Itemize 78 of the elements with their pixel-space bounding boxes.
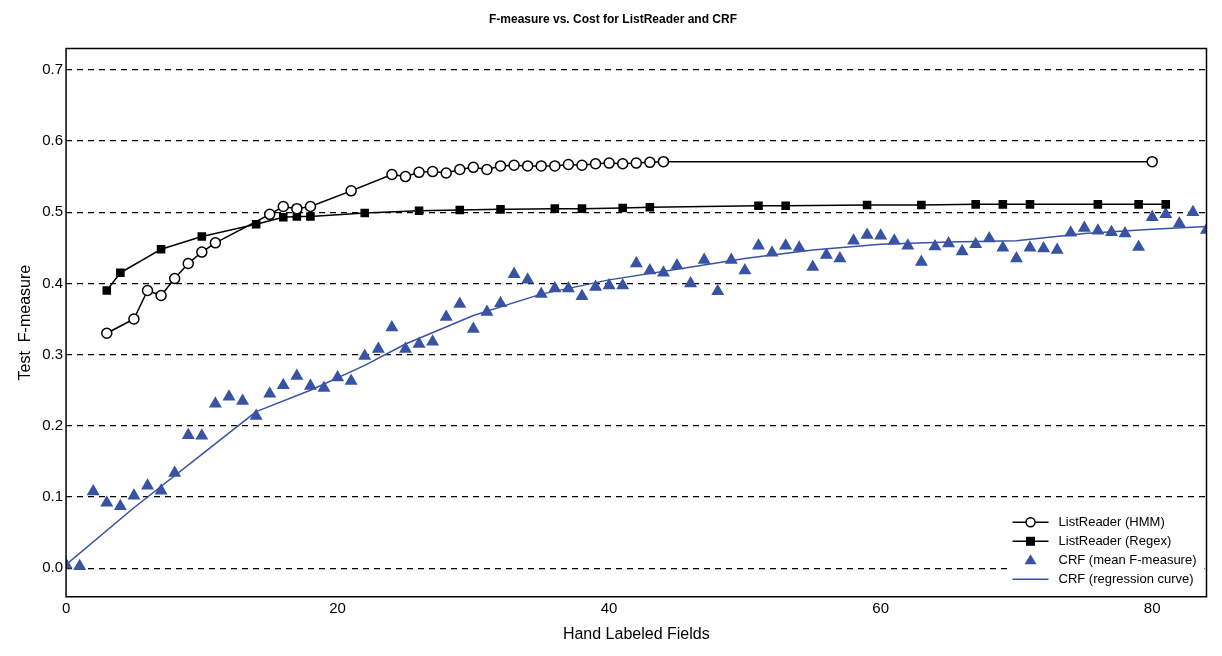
point (155, 289, 167, 302)
point (550, 204, 560, 213)
point (277, 200, 290, 213)
point (345, 185, 357, 197)
point (196, 246, 208, 258)
y-axis-title: Test F-measure (16, 264, 34, 381)
y-tick-label: 0.5 (42, 202, 64, 220)
point (182, 257, 194, 270)
legend-label: CRF (regression curve) (1058, 570, 1194, 586)
point (862, 200, 872, 210)
x-tick-label: 0 (61, 598, 71, 616)
legend-label: CRF (mean F-measure) (1058, 551, 1197, 567)
point (141, 284, 154, 297)
point (754, 201, 763, 211)
point (549, 160, 561, 172)
point (657, 155, 670, 168)
y-tick-label: 0.7 (42, 59, 64, 77)
point (197, 232, 207, 241)
y-tick-label: 0.1 (42, 487, 64, 505)
point (168, 272, 181, 285)
point (496, 205, 505, 214)
point (116, 268, 125, 278)
legend-label: ListReader (Regex) (1058, 532, 1172, 548)
point (1134, 200, 1143, 209)
point (998, 200, 1008, 209)
x-tick-label: 60 (872, 598, 889, 616)
y-tick-label: 0.6 (42, 131, 64, 149)
point (156, 244, 166, 254)
point (467, 161, 480, 174)
x-tick-label: 80 (1143, 598, 1161, 616)
point (535, 160, 547, 172)
legend-label: ListReader (HMM) (1058, 513, 1165, 529)
point (781, 201, 790, 211)
point (101, 327, 113, 340)
point (209, 237, 222, 249)
point (426, 165, 439, 178)
point (279, 212, 288, 222)
point (971, 200, 980, 209)
point (618, 203, 627, 213)
point (521, 160, 534, 172)
point (102, 286, 112, 295)
point (128, 313, 140, 325)
point (494, 160, 507, 172)
y-tick-label: 0.3 (42, 344, 64, 362)
point (454, 163, 466, 176)
point (630, 157, 643, 169)
point (616, 158, 629, 170)
point (562, 158, 575, 171)
y-tick-label: 0.2 (42, 416, 64, 434)
point (399, 170, 412, 183)
point (1093, 200, 1103, 209)
point (645, 202, 655, 212)
point (1161, 200, 1171, 209)
point (917, 200, 926, 210)
point (508, 159, 520, 171)
point (577, 204, 587, 213)
point (304, 200, 317, 213)
chart-title: F-measure vs. Cost for ListReader and CRF (488, 11, 738, 26)
point (360, 208, 370, 218)
point (1146, 155, 1158, 168)
point (603, 157, 615, 169)
x-axis-title: Hand Labeled Fields (562, 624, 710, 642)
point (306, 212, 315, 221)
point (440, 167, 452, 179)
point (386, 168, 398, 181)
point (576, 159, 588, 171)
x-tick-label: 20 (329, 598, 346, 616)
point (263, 208, 276, 221)
point (1025, 200, 1035, 209)
point (481, 163, 493, 176)
y-tick-label: 0.0 (42, 558, 64, 576)
y-tick-label: 0.4 (42, 273, 64, 291)
point (414, 206, 424, 216)
point (589, 158, 602, 170)
point (455, 205, 465, 215)
x-tick-label: 40 (600, 598, 618, 616)
point (644, 156, 656, 169)
point (413, 166, 425, 179)
